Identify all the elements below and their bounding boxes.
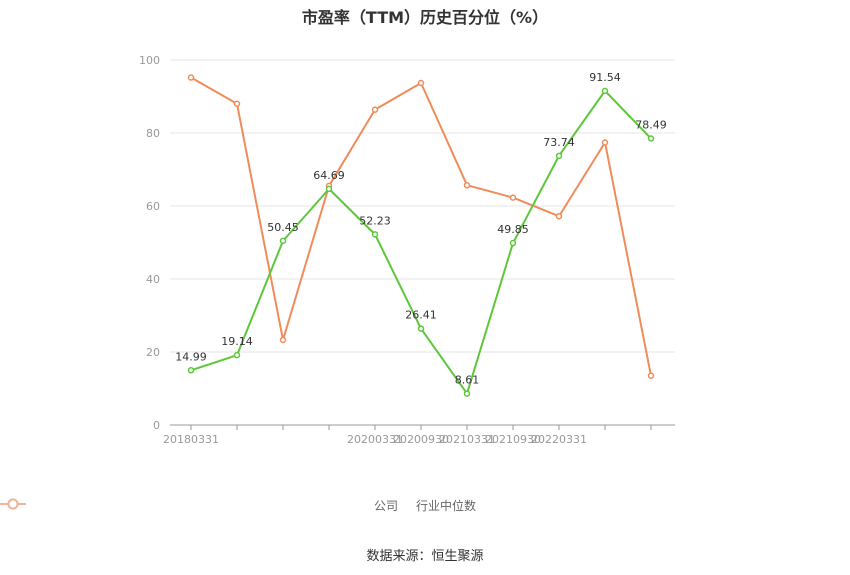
data-point-industry-median <box>417 79 425 87</box>
data-label: 64.69 <box>313 169 345 182</box>
chart-title: 市盈率（TTM）历史百分位（%） <box>301 8 549 27</box>
data-point-industry-median <box>371 106 379 113</box>
y-tick-label: 40 <box>146 273 160 286</box>
y-tick-label: 100 <box>139 54 160 67</box>
y-tick-label: 0 <box>153 419 160 432</box>
legend-label-company: 公司 <box>373 499 398 513</box>
data-label: 78.49 <box>635 119 667 132</box>
data-label: 8.61 <box>455 374 480 387</box>
y-tick-label: 60 <box>146 200 160 213</box>
data-point-industry-median <box>233 100 241 108</box>
legend-item-industry-median[interactable]: 行业中位数 <box>0 497 477 514</box>
series-line-company <box>190 89 652 395</box>
x-tick-label: 20210331 <box>439 433 495 446</box>
data-point-industry-median <box>509 194 517 201</box>
data-point-industry-median <box>601 139 609 146</box>
data-point-company <box>555 152 563 160</box>
data-label: 26.41 <box>405 309 437 322</box>
data-point-industry-median <box>647 372 655 379</box>
data-point-industry-median <box>187 74 195 81</box>
data-point-industry-median <box>279 336 287 344</box>
data-point-industry-median <box>463 181 471 189</box>
x-tick-label: 20200930 <box>393 433 449 446</box>
y-tick-label: 20 <box>146 346 160 359</box>
data-label: 73.74 <box>543 136 575 149</box>
data-label: 91.54 <box>589 71 621 84</box>
data-point-company <box>463 390 471 397</box>
x-tick-label: 20200331 <box>347 433 403 446</box>
data-label: 52.23 <box>359 214 391 227</box>
x-tick-label: 20220331 <box>531 433 587 446</box>
data-label: 50.45 <box>267 221 299 234</box>
data-point-industry-median <box>555 212 563 220</box>
data-point-company <box>279 237 287 245</box>
data-point-company <box>233 351 241 359</box>
data-point-company <box>509 239 517 247</box>
legend-label-industry-median: 行业中位数 <box>416 499 477 513</box>
legend-marker-industry-median <box>0 498 26 510</box>
data-point-company <box>371 231 379 238</box>
data-label: 14.99 <box>175 350 207 363</box>
legend-item-company[interactable]: 公司 <box>0 497 398 514</box>
y-tick-label: 80 <box>146 127 160 140</box>
x-tick-label: 20210930 <box>485 433 541 446</box>
data-point-company <box>417 325 425 332</box>
data-label: 49.85 <box>497 223 529 236</box>
data-label: 19.14 <box>221 335 253 348</box>
data-point-company <box>187 367 195 374</box>
x-tick-label: 20180331 <box>163 433 219 446</box>
data-point-company <box>601 87 609 95</box>
data-source: 数据来源：恒生聚源 <box>366 549 484 564</box>
data-point-company <box>647 135 655 142</box>
data-point-company <box>325 185 333 193</box>
legend: 公司 行业中位数 <box>0 497 850 514</box>
